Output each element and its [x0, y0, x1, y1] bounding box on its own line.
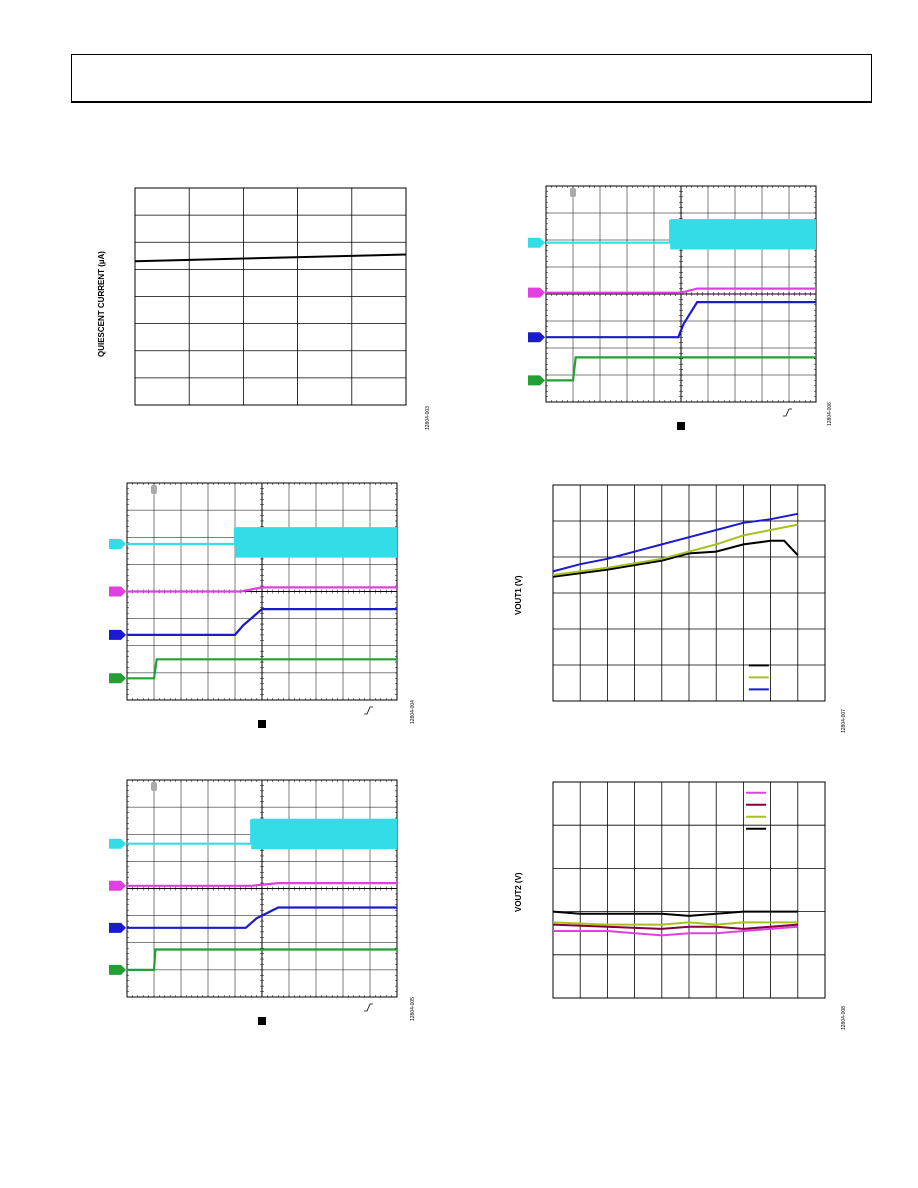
- series-line-0: [546, 220, 816, 244]
- quiescent-current-axis-label: QUIESCENT CURRENT (µA): [97, 251, 106, 357]
- channel-marker-magenta: [528, 287, 545, 298]
- series-line-0: [134, 253, 407, 263]
- channel-marker-cyan: [109, 539, 126, 550]
- figure-vout1: VOUT1 (V) 12804-007: [510, 483, 850, 738]
- series-line-3: [546, 356, 816, 382]
- figure-quiescent-current: QUIESCENT CURRENT (µA) 12804-003: [95, 185, 435, 435]
- series-line-2: [546, 301, 816, 339]
- figure-scope-2: 12804-004: [108, 480, 418, 730]
- figure-code: 12804-007: [841, 709, 847, 733]
- series-line-3: [552, 910, 798, 917]
- series-line-0: [552, 539, 799, 578]
- channel-marker-green: [109, 964, 126, 975]
- figure-vout2: VOUT2 (V) 12804-008: [510, 780, 850, 1035]
- channel-marker-cyan: [109, 838, 126, 849]
- trigger-slope-icon: [364, 1003, 373, 1012]
- scope-status-square: [258, 1017, 266, 1025]
- quiescent-current-chart: [134, 187, 407, 406]
- figure-code: 12804-006: [827, 402, 833, 426]
- channel-marker-green: [528, 375, 545, 386]
- series-line-3: [127, 658, 397, 680]
- trigger-position-marker: [151, 485, 157, 494]
- vout2-axis-label: VOUT2 (V): [514, 872, 523, 912]
- figure-code: 12804-003: [425, 406, 431, 430]
- channel-marker-blue: [109, 922, 126, 933]
- series-line-2: [127, 608, 397, 636]
- series-line-3: [127, 948, 397, 971]
- figure-code: 12804-008: [841, 1006, 847, 1030]
- series-line-1: [127, 882, 397, 887]
- vout1-chart: [552, 484, 826, 702]
- trigger-slope-icon: [783, 408, 792, 417]
- series-line-2: [552, 512, 798, 573]
- scope-2-chart: [109, 482, 398, 728]
- channel-marker-blue: [528, 332, 545, 343]
- scope-1-chart: [528, 185, 817, 430]
- figure-scope-3: 12804-005: [108, 777, 418, 1027]
- figure-code: 12804-005: [410, 997, 416, 1021]
- series-line-2: [552, 921, 798, 926]
- trigger-slope-icon: [364, 706, 373, 715]
- channel-marker-blue: [109, 629, 126, 640]
- vout2-chart: [552, 781, 826, 999]
- channel-marker-cyan: [528, 237, 545, 248]
- series-noise-band: [251, 818, 397, 850]
- series-line-1: [552, 923, 798, 930]
- channel-marker-magenta: [109, 880, 126, 891]
- figure-scope-1: 12804-006: [525, 183, 835, 433]
- series-line-0: [553, 925, 798, 937]
- channel-marker-green: [109, 673, 126, 684]
- scope-status-square: [258, 720, 266, 728]
- page-header-box: [71, 54, 872, 103]
- series-line-0: [127, 819, 397, 845]
- series-line-1: [127, 586, 397, 593]
- scope-status-square: [677, 422, 685, 430]
- series-line-2: [127, 906, 397, 929]
- series-line-0: [127, 528, 397, 546]
- series-line-1: [552, 523, 798, 576]
- trigger-position-marker: [570, 188, 576, 197]
- series-line-1: [546, 287, 816, 294]
- vout1-axis-label: VOUT1 (V): [514, 575, 523, 615]
- figure-code: 12804-004: [410, 700, 416, 724]
- series-noise-band: [670, 219, 816, 250]
- scope-3-chart: [109, 779, 398, 1025]
- trigger-position-marker: [151, 782, 157, 791]
- channel-marker-magenta: [109, 586, 126, 597]
- series-noise-band: [235, 527, 397, 558]
